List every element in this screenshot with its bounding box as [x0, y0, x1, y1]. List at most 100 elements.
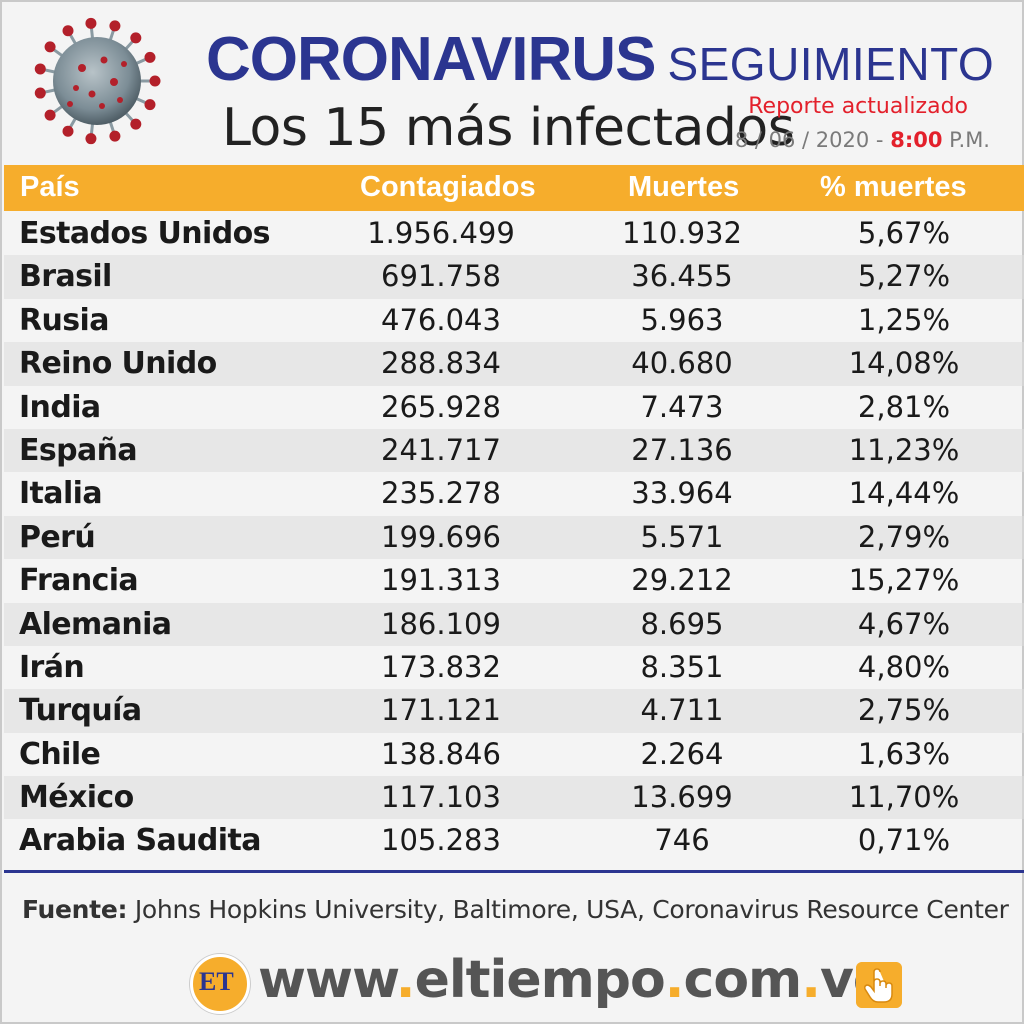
table-row: Chile 138.846 2.264 1,63% — [4, 733, 1024, 776]
cell-deaths: 7.473 — [640, 389, 724, 424]
url-name: eltiempo — [414, 950, 666, 1010]
cell-death-percentage: 11,23% — [848, 432, 960, 467]
cell-cases: 1.956.499 — [367, 216, 515, 250]
cell-country: India — [19, 389, 101, 425]
cell-country: Italia — [19, 476, 103, 512]
table-body: Estados Unidos 1.956.499 110.932 5,67% Brasi… — [4, 212, 1024, 863]
cell-cases: 171.121 — [381, 693, 501, 728]
cell-death-percentage: 14,44% — [848, 476, 960, 511]
table-row: Irán 173.832 8.351 4,80% — [4, 646, 1024, 689]
coronavirus-icon — [34, 17, 161, 145]
logo-text: ET — [199, 967, 234, 996]
cell-cases: 691.758 — [381, 259, 501, 294]
cell-country: España — [19, 432, 138, 468]
table-row: México 117.103 13.699 11,70% — [4, 776, 1024, 820]
cell-cases: 288.834 — [381, 346, 501, 381]
cell-deaths: 2.264 — [640, 736, 724, 771]
cell-country: Rusia — [19, 302, 109, 338]
column-header-death-percentage: % muertes — [820, 171, 967, 203]
cell-cases: 191.313 — [381, 563, 501, 598]
cell-country: Turquía — [19, 693, 142, 729]
cell-deaths: 33.964 — [631, 476, 733, 511]
eltiempo-logo: ET — [190, 954, 250, 1014]
cell-cases: 138.846 — [381, 736, 501, 771]
cell-death-percentage: 11,70% — [848, 780, 960, 815]
cell-death-percentage: 2,81% — [857, 389, 951, 424]
report-label: Reporte actualizado — [748, 94, 968, 119]
cell-deaths: 8.351 — [640, 649, 724, 684]
column-header-deaths: Muertes — [628, 171, 740, 203]
cell-deaths: 5.963 — [640, 302, 724, 337]
source-text: Johns Hopkins University, Baltimore, USA… — [134, 895, 1009, 924]
cell-country: Estados Unidos — [19, 216, 270, 251]
cell-deaths: 40.680 — [631, 346, 733, 381]
cell-country: Perú — [19, 519, 96, 555]
table-row: Estados Unidos 1.956.499 110.932 5,67% — [4, 212, 1024, 255]
source-label: Fuente: — [22, 895, 128, 924]
cell-death-percentage: 0,71% — [857, 823, 951, 858]
table-row: Rusia 476.043 5.963 1,25% — [4, 299, 1024, 342]
cell-cases: 186.109 — [381, 606, 501, 641]
table-row: Turquía 171.121 4.711 2,75% — [4, 689, 1024, 733]
table-row: India 265.928 7.473 2,81% — [4, 386, 1024, 429]
cell-death-percentage: 1,63% — [857, 736, 951, 771]
column-header-cases: Contagiados — [360, 171, 536, 203]
cell-country: Brasil — [19, 259, 112, 295]
cell-death-percentage: 15,27% — [848, 563, 960, 598]
url-dot: . — [664, 950, 685, 1010]
url-dot: . — [801, 950, 821, 1010]
source-note: Fuente: Johns Hopkins University, Baltim… — [22, 895, 1009, 924]
url-com: com — [683, 950, 803, 1010]
cell-deaths: 27.136 — [631, 432, 733, 467]
cell-death-percentage: 1,25% — [857, 302, 951, 337]
report-date-value: 8 / 06 / 2020 - — [734, 128, 884, 152]
table-header: País Contagiados Muertes % muertes — [4, 165, 1024, 211]
cell-death-percentage: 2,79% — [857, 519, 951, 554]
cell-death-percentage: 2,75% — [857, 693, 951, 728]
cell-deaths: 13.699 — [631, 780, 733, 815]
cell-death-percentage: 14,08% — [848, 346, 960, 381]
table-row: Francia 191.313 29.212 15,27% — [4, 559, 1024, 602]
cell-death-percentage: 4,80% — [857, 649, 951, 684]
cell-country: México — [19, 780, 134, 816]
cell-deaths: 8.695 — [640, 606, 724, 641]
hand-pointer-icon — [856, 962, 902, 1008]
cell-deaths: 29.212 — [631, 563, 733, 598]
cell-cases: 265.928 — [381, 389, 501, 424]
cell-death-percentage: 5,67% — [857, 216, 951, 250]
table-row: Italia 235.278 33.964 14,44% — [4, 472, 1024, 515]
cell-cases: 241.717 — [381, 432, 501, 467]
table-row: Reino Unido 288.834 40.680 14,08% — [4, 342, 1024, 386]
website-link[interactable]: www.eltiempo.com.ve — [258, 950, 888, 1010]
footer: ET www.eltiempo.com.ve — [190, 950, 910, 1016]
cell-cases: 117.103 — [381, 780, 501, 815]
cell-cases: 173.832 — [381, 649, 501, 684]
cell-deaths: 746 — [654, 823, 710, 858]
cell-country: Francia — [19, 563, 139, 599]
table-row: Alemania 186.109 8.695 4,67% — [4, 602, 1024, 646]
url-www: www — [258, 950, 397, 1010]
cell-cases: 199.696 — [381, 519, 501, 554]
cell-cases: 235.278 — [381, 476, 501, 511]
cell-country: Alemania — [19, 606, 172, 642]
title-seguimiento: SEGUIMIENTO — [667, 38, 995, 90]
cell-deaths: 4.711 — [640, 693, 724, 728]
cell-deaths: 36.455 — [631, 259, 733, 294]
divider — [4, 870, 1024, 873]
cell-deaths: 110.932 — [622, 216, 742, 250]
table-row: Perú 199.696 5.571 2,79% — [4, 515, 1024, 560]
cell-country: Chile — [19, 736, 101, 772]
cell-cases: 476.043 — [381, 302, 501, 337]
table-row: Arabia Saudita 105.283 746 0,71% — [4, 819, 1024, 862]
url-dot: . — [395, 950, 416, 1010]
page-subtitle: Los 15 más infectados — [222, 98, 795, 158]
table-row: España 241.717 27.136 11,23% — [4, 428, 1024, 473]
column-header-country: País — [20, 171, 80, 203]
report-date: 8 / 06 / 2020 - 8:00 P.M. — [735, 128, 990, 152]
title-coronavirus: CORONAVIRUS — [206, 25, 656, 94]
cell-death-percentage: 4,67% — [857, 606, 951, 641]
report-period: P.M. — [949, 128, 990, 152]
table-row: Brasil 691.758 36.455 5,27% — [4, 255, 1024, 299]
cell-country: Arabia Saudita — [19, 823, 261, 859]
